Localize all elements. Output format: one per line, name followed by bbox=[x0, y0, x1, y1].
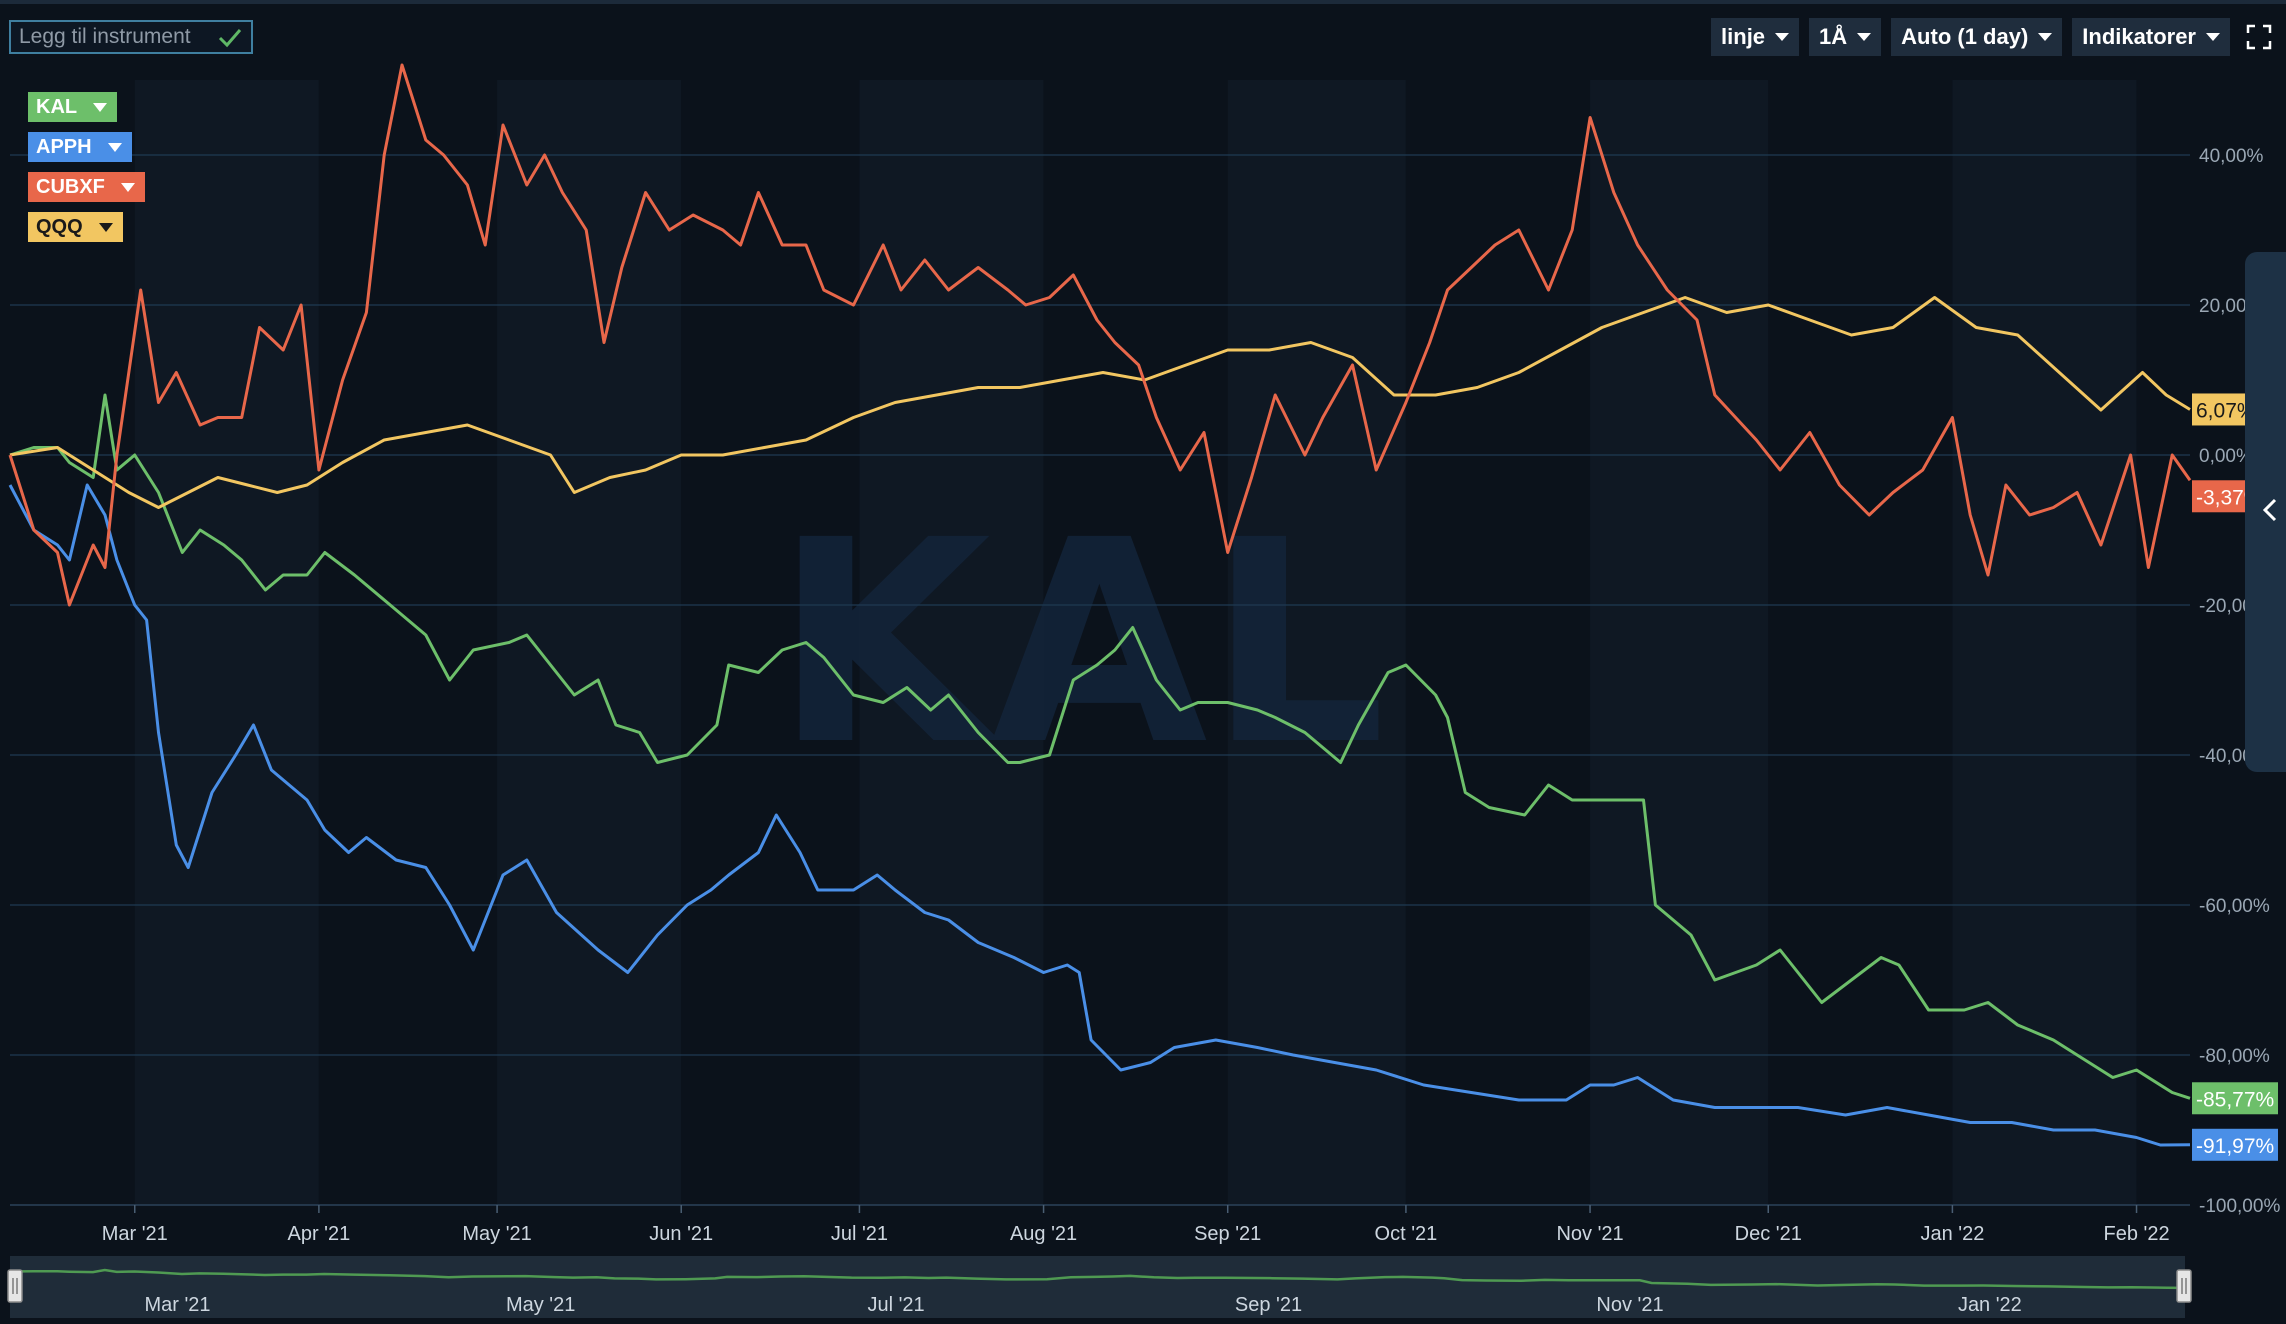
x-tick-label: Jun '21 bbox=[649, 1223, 713, 1245]
chevron-down-icon bbox=[1775, 33, 1790, 41]
x-tick-label: Nov '21 bbox=[1556, 1223, 1623, 1245]
navigator[interactable]: Mar '21 May '21 Jul '21 Sep '21 Nov '21 Jan '… bbox=[7, 1256, 2192, 1318]
month-band bbox=[1952, 80, 2137, 1205]
x-tick-label: Apr '21 bbox=[288, 1223, 351, 1245]
month-band bbox=[859, 80, 1044, 1205]
x-tick-label: Mar '21 bbox=[102, 1223, 168, 1245]
navigator-label: May '21 bbox=[506, 1294, 575, 1316]
chevron-left-icon bbox=[2262, 498, 2277, 522]
navigator-series-kal bbox=[9, 1268, 2186, 1290]
legend-item-cubxf[interactable]: CUBXF bbox=[28, 172, 145, 202]
y-tick-label: 40,00% bbox=[2199, 146, 2264, 167]
legend-item-kal[interactable]: KAL bbox=[28, 92, 118, 122]
dropdown-triangle-icon bbox=[120, 182, 135, 192]
x-tick-label: Sep '21 bbox=[1194, 1223, 1261, 1245]
y-tick-label: -100,00% bbox=[2199, 1196, 2280, 1217]
chart-type-label: linje bbox=[1721, 24, 1766, 49]
dropdown-triangle-icon bbox=[107, 142, 122, 152]
chevron-down-icon bbox=[2206, 33, 2220, 41]
x-tick-label: Jul '21 bbox=[831, 1223, 888, 1245]
interval-label: Auto (1 day) bbox=[1901, 24, 2029, 49]
month-band bbox=[1043, 80, 1228, 1205]
end-label-box bbox=[2192, 1082, 2278, 1115]
chevron-down-icon bbox=[1857, 33, 1872, 41]
x-tick-label: May '21 bbox=[462, 1223, 531, 1245]
series-lines bbox=[8, 63, 2192, 1147]
add-instrument-placeholder: Legg til instrument bbox=[19, 25, 191, 48]
navigator-label: Sep '21 bbox=[1235, 1294, 1302, 1316]
x-tick-label: Jan '22 bbox=[1920, 1223, 1984, 1245]
x-tick-label: Oct '21 bbox=[1375, 1223, 1438, 1245]
chart-type-dropdown[interactable]: linje bbox=[1711, 18, 1800, 56]
chart-toolbar: linje 1Å Auto (1 day) Indikatorer bbox=[1711, 18, 2286, 56]
navigator-label: Jul '21 bbox=[867, 1294, 924, 1316]
y-tick-label: -80,00% bbox=[2199, 1046, 2270, 1067]
add-instrument-input[interactable]: Legg til instrument bbox=[9, 20, 253, 54]
month-band bbox=[1405, 80, 1591, 1205]
legend-label-qqq: QQQ bbox=[36, 215, 83, 238]
chevron-down-icon bbox=[2038, 33, 2053, 41]
end-label-apph: -91,97% bbox=[2192, 1128, 2278, 1161]
legend: KAL APPH CUBXF QQQ bbox=[28, 92, 145, 252]
dropdown-triangle-icon bbox=[93, 102, 108, 112]
y-tick-label: -60,00% bbox=[2199, 896, 2270, 917]
month-band bbox=[10, 80, 135, 1205]
fullscreen-icon[interactable] bbox=[2240, 18, 2278, 56]
end-label-box bbox=[2192, 1128, 2278, 1161]
indicators-label: Indikatorer bbox=[2082, 24, 2196, 49]
navigator-handle-left[interactable] bbox=[7, 1269, 23, 1303]
end-label-kal: -85,77% bbox=[2192, 1082, 2278, 1115]
series-line-qqq[interactable] bbox=[9, 296, 2191, 509]
chart-watermark: KAL bbox=[774, 481, 1386, 807]
series-line-kal[interactable] bbox=[9, 393, 2191, 1100]
period-dropdown[interactable]: 1Å bbox=[1809, 18, 1882, 56]
legend-label-apph: APPH bbox=[36, 135, 92, 158]
x-axis: Mar '21 Apr '21 May '21 Jun '21 Jul '21 Aug '… bbox=[102, 1205, 2170, 1245]
month-band bbox=[497, 80, 682, 1205]
legend-label-cubxf: CUBXF bbox=[36, 175, 105, 198]
legend-item-apph[interactable]: APPH bbox=[28, 132, 132, 162]
series-line-cubxf[interactable] bbox=[8, 63, 2192, 607]
legend-label-kal: KAL bbox=[36, 95, 78, 118]
navigator-background[interactable] bbox=[10, 1256, 2185, 1318]
top-border bbox=[0, 0, 2286, 4]
side-panel-toggle[interactable] bbox=[2245, 252, 2286, 772]
month-band bbox=[134, 80, 319, 1205]
month-band bbox=[681, 80, 860, 1205]
interval-dropdown[interactable]: Auto (1 day) bbox=[1891, 18, 2063, 56]
month-band bbox=[318, 80, 498, 1205]
end-label-text: -91,97% bbox=[2196, 1135, 2274, 1158]
check-icon[interactable] bbox=[217, 24, 243, 50]
month-band bbox=[1590, 80, 1769, 1205]
end-label-text: 6,07% bbox=[2196, 399, 2256, 422]
y-tick-label: 0,00% bbox=[2199, 446, 2253, 467]
series-line-apph[interactable] bbox=[8, 483, 2191, 1147]
dropdown-triangle-icon bbox=[98, 222, 113, 232]
navigator-label: Nov '21 bbox=[1596, 1294, 1663, 1316]
indicators-dropdown[interactable]: Indikatorer bbox=[2072, 18, 2230, 56]
legend-item-qqq[interactable]: QQQ bbox=[28, 212, 123, 242]
navigator-handle-right[interactable] bbox=[2176, 1269, 2192, 1303]
navigator-label: Mar '21 bbox=[144, 1294, 210, 1316]
end-label-text: -85,77% bbox=[2196, 1088, 2274, 1111]
month-band bbox=[2136, 80, 2190, 1205]
navigator-label: Jan '22 bbox=[1958, 1294, 2022, 1316]
x-tick-label: Feb '22 bbox=[2103, 1223, 2169, 1245]
end-labels: -85,77%-91,97%-3,37%6,07% bbox=[2192, 393, 2278, 1161]
period-label: 1Å bbox=[1819, 24, 1848, 49]
x-tick-label: Dec '21 bbox=[1735, 1223, 1802, 1245]
grid-lines bbox=[10, 154, 2190, 1206]
month-band bbox=[1768, 80, 1953, 1205]
month-band bbox=[1227, 80, 1406, 1205]
month-bands bbox=[10, 80, 2190, 1205]
x-tick-label: Aug '21 bbox=[1010, 1223, 1077, 1245]
